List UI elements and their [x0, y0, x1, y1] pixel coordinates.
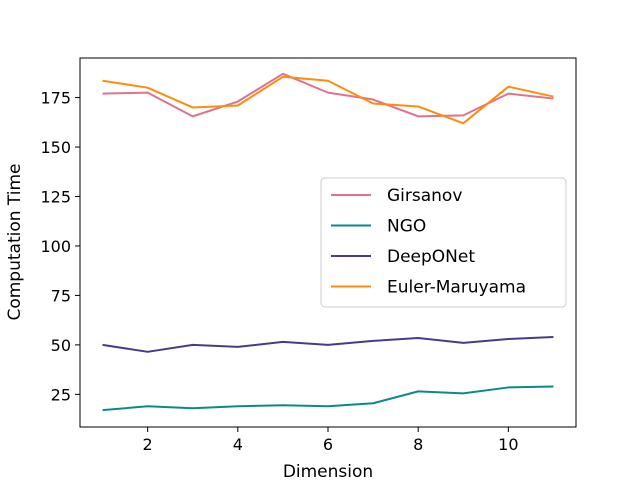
y-tick-label: 125: [40, 187, 71, 206]
legend-box: [320, 177, 567, 308]
y-tick-label: 25: [51, 385, 71, 404]
series-line-girsanov: [102, 72, 554, 118]
legend-label-deeponet: DeepONet: [387, 247, 475, 267]
y-tick-label: 50: [51, 336, 71, 355]
legend: Girsanov NGO DeepONet Euler-Maruyama: [320, 177, 567, 308]
series-line-ngo: [102, 385, 554, 412]
x-axis-label: Dimension: [283, 462, 373, 480]
legend-label-euler-maruyama: Euler-Maruyama: [387, 278, 526, 298]
x-tick-label: 2: [143, 435, 153, 454]
y-tick-label: 175: [40, 89, 71, 108]
legend-label-ngo: NGO: [387, 217, 426, 237]
x-tick-label: 6: [323, 435, 333, 454]
y-axis-label: Computation Time: [5, 163, 25, 320]
series-line-deeponet: [102, 335, 554, 353]
x-tick-label: 10: [498, 435, 518, 454]
x-tick-label: 8: [413, 435, 423, 454]
x-tick-label: 4: [233, 435, 243, 454]
y-axis: 25 50 75 100 125 150 175: [40, 89, 80, 404]
y-tick-label: 100: [40, 237, 71, 256]
legend-label-girsanov: Girsanov: [387, 186, 462, 206]
series-lines: [102, 72, 554, 412]
y-tick-label: 150: [40, 138, 71, 157]
series-line-euler-maruyama: [102, 75, 554, 125]
y-tick-label: 75: [51, 286, 71, 305]
x-axis: 2 4 6 8 10: [143, 427, 519, 454]
